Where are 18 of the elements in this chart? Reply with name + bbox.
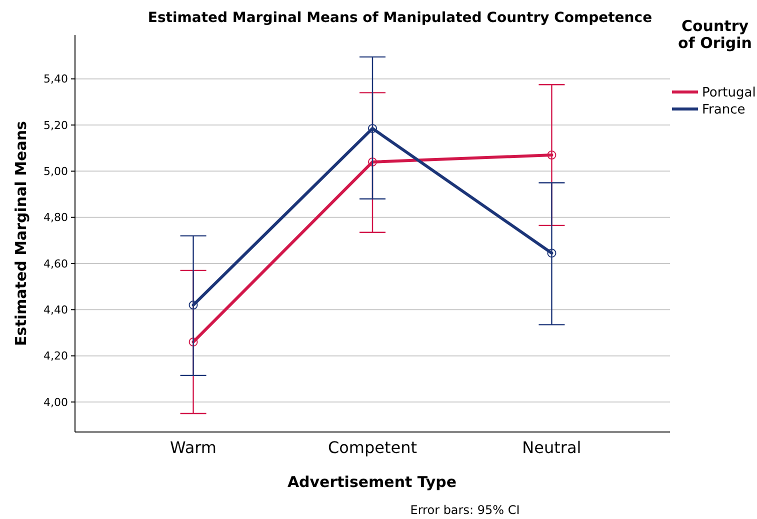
x-axis-title: Advertisement Type	[287, 473, 457, 491]
y-tick-label: 4,80	[44, 211, 68, 224]
y-tick-label: 5,00	[44, 165, 68, 178]
y-tick-label: 5,20	[44, 118, 68, 132]
y-tick-label: 4,00	[44, 396, 68, 409]
text: Error bars: 95% CI	[410, 503, 520, 517]
x-tick-label: Warm	[170, 438, 217, 457]
y-tick-label: 4,20	[44, 350, 68, 363]
x-tick-label: Neutral	[522, 438, 582, 457]
y-tick-label: 5,40	[44, 72, 68, 86]
legend-label: Portugal	[702, 86, 756, 101]
chart-title: Estimated Marginal Means of Manipulated Country Competence	[148, 10, 652, 26]
y-tick-label: 4,60	[44, 257, 68, 270]
x-tick-label: Competent	[328, 438, 418, 457]
legend-title: Country of Origin	[678, 17, 752, 52]
legend-label: France	[702, 102, 746, 118]
y-axis-title: Estimated Marginal Means	[12, 121, 30, 346]
y-tick-label: 4,40	[44, 304, 68, 317]
